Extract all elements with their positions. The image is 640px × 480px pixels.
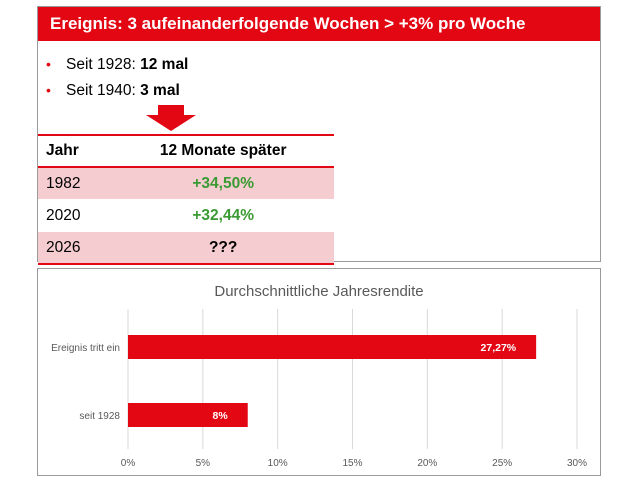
data-label: 8% bbox=[213, 410, 229, 422]
table-header-row: Jahr 12 Monate später bbox=[38, 134, 334, 168]
bullet-item: • Seit 1928: 12 mal bbox=[46, 51, 188, 77]
bullet-dot-icon: • bbox=[46, 56, 51, 72]
x-tick-label: 0% bbox=[121, 458, 136, 469]
row-value: +32,44% bbox=[112, 199, 334, 232]
table-row: 2026 ??? bbox=[38, 231, 334, 265]
event-banner: Ereignis: 3 aufeinanderfolgende Wochen >… bbox=[38, 7, 600, 41]
event-panel: Ereignis: 3 aufeinanderfolgende Wochen >… bbox=[37, 6, 601, 265]
chart-title: Durchschnittliche Jahresrendite bbox=[214, 283, 424, 300]
row-year: 2026 bbox=[38, 231, 113, 265]
x-tick-label: 25% bbox=[492, 458, 512, 469]
table-row: 1982 +34,50% bbox=[38, 167, 334, 200]
bullet-value: 3 mal bbox=[140, 82, 180, 99]
x-tick-label: 5% bbox=[196, 458, 211, 469]
bar-chart: 0% 5% 10% 15% 20% 25% 30% Ereignis tritt ein 27,… bbox=[51, 309, 587, 469]
x-tick-label: 30% bbox=[567, 458, 587, 469]
event-table: Jahr 12 Monate später 1982 +34,50% 2020 … bbox=[38, 134, 334, 265]
chart-panel: Durchschnittliche Jahresrendite 0% 5% 10% 1… bbox=[37, 268, 601, 476]
bar bbox=[128, 335, 537, 359]
row-value: ??? bbox=[112, 231, 334, 265]
bullet-prefix: Seit 1928: bbox=[66, 56, 141, 73]
down-arrow-icon bbox=[146, 105, 196, 131]
bar bbox=[128, 403, 248, 427]
bullet-dot-icon: • bbox=[46, 82, 51, 98]
category-label: Ereignis tritt ein bbox=[51, 343, 120, 354]
bullet-list: • Seit 1928: 12 mal • Seit 1940: 3 mal bbox=[46, 51, 188, 103]
row-value: +34,50% bbox=[112, 167, 334, 200]
table-row: 2020 +32,44% bbox=[38, 199, 334, 232]
x-tick-label: 10% bbox=[268, 458, 288, 469]
bullet-value: 12 mal bbox=[140, 56, 189, 73]
bullet-prefix: Seit 1940: bbox=[66, 82, 141, 99]
row-year: 1982 bbox=[38, 167, 113, 200]
header-year: Jahr bbox=[38, 134, 113, 168]
data-label: 27,27% bbox=[481, 342, 517, 354]
x-tick-label: 20% bbox=[417, 458, 437, 469]
header-later: 12 Monate später bbox=[112, 134, 334, 168]
row-year: 2020 bbox=[38, 199, 113, 232]
bullet-item: • Seit 1940: 3 mal bbox=[46, 77, 188, 103]
x-tick-label: 15% bbox=[342, 458, 362, 469]
category-label: seit 1928 bbox=[79, 411, 120, 422]
